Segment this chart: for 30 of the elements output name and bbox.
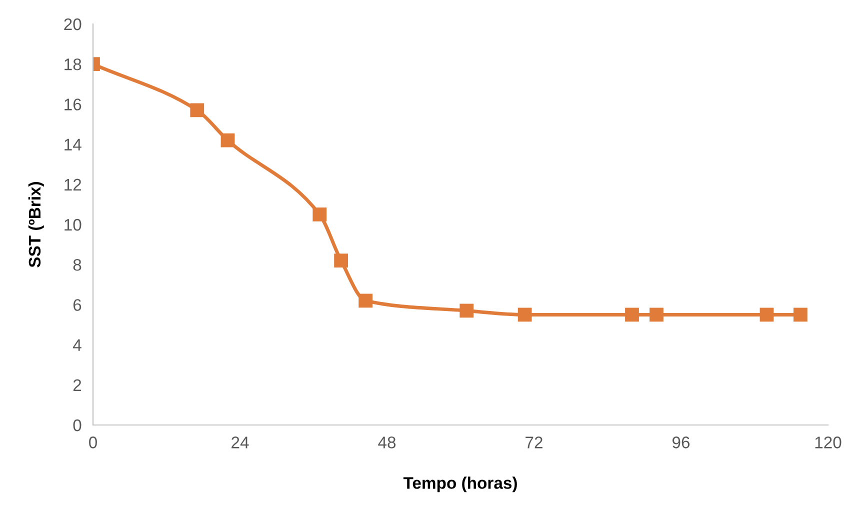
x-tick-label: 0 [89,436,97,448]
y-tick-label: 2 [73,379,82,391]
point [518,308,532,322]
y-tick-label: 14 [64,138,82,150]
y-tick-label: 10 [64,218,82,231]
point [190,103,204,118]
x-tick-label: 48 [378,436,396,448]
y-tick-label: 0 [73,419,82,432]
y-tick-label: 6 [73,299,82,311]
x-tick-label: 72 [526,436,542,448]
point [625,308,639,322]
y-tick-label: 20 [64,18,82,30]
point [220,133,235,148]
point [334,254,348,268]
x-tick-label: 24 [232,436,249,448]
y-axis-title: SST (ºBrix) [28,182,44,268]
y-tick-label: 4 [73,339,82,351]
point [358,294,373,308]
point [650,308,664,322]
point [793,308,808,322]
point [312,208,327,222]
point [460,304,474,318]
y-tick-label: 18 [64,58,82,70]
y-tick-label: 12 [64,178,82,190]
y-tick-label: 8 [73,259,82,271]
point [760,308,774,322]
x-tick-label: 96 [672,436,690,448]
y-tick-label: 16 [64,98,82,110]
x-tick-label: 120 [815,436,842,448]
x-axis-title: Tempo (horas) [403,476,517,492]
